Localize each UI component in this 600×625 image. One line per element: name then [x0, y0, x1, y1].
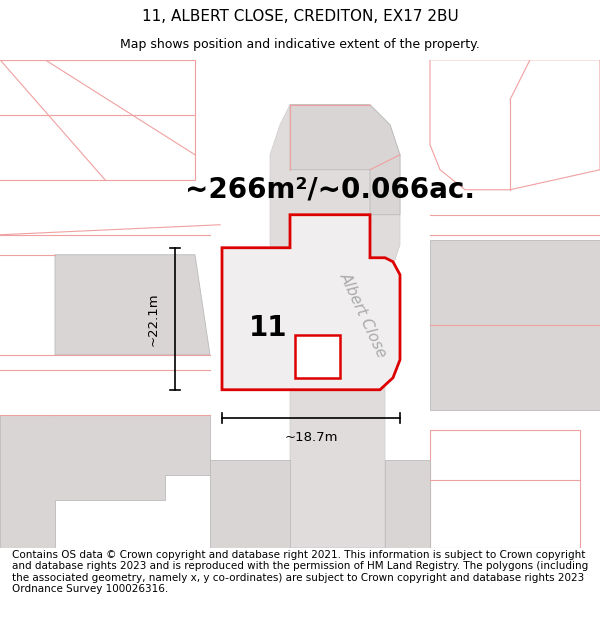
Polygon shape [385, 460, 430, 548]
Polygon shape [0, 415, 210, 548]
Text: ~266m²/~0.066ac.: ~266m²/~0.066ac. [185, 176, 475, 204]
Polygon shape [210, 460, 290, 548]
Text: Map shows position and indicative extent of the property.: Map shows position and indicative extent… [120, 38, 480, 51]
Text: 11, ALBERT CLOSE, CREDITON, EX17 2BU: 11, ALBERT CLOSE, CREDITON, EX17 2BU [142, 9, 458, 24]
Text: Albert Close: Albert Close [337, 270, 389, 360]
Polygon shape [430, 240, 600, 410]
Polygon shape [55, 255, 210, 355]
Polygon shape [222, 215, 400, 390]
Polygon shape [290, 105, 400, 215]
Text: ~18.7m: ~18.7m [284, 431, 338, 444]
Text: Contains OS data © Crown copyright and database right 2021. This information is : Contains OS data © Crown copyright and d… [12, 549, 588, 594]
Polygon shape [430, 430, 580, 548]
Text: 11: 11 [249, 314, 287, 342]
Polygon shape [430, 60, 600, 190]
Polygon shape [270, 105, 400, 548]
Polygon shape [295, 335, 340, 378]
Text: ~22.1m: ~22.1m [146, 292, 160, 346]
